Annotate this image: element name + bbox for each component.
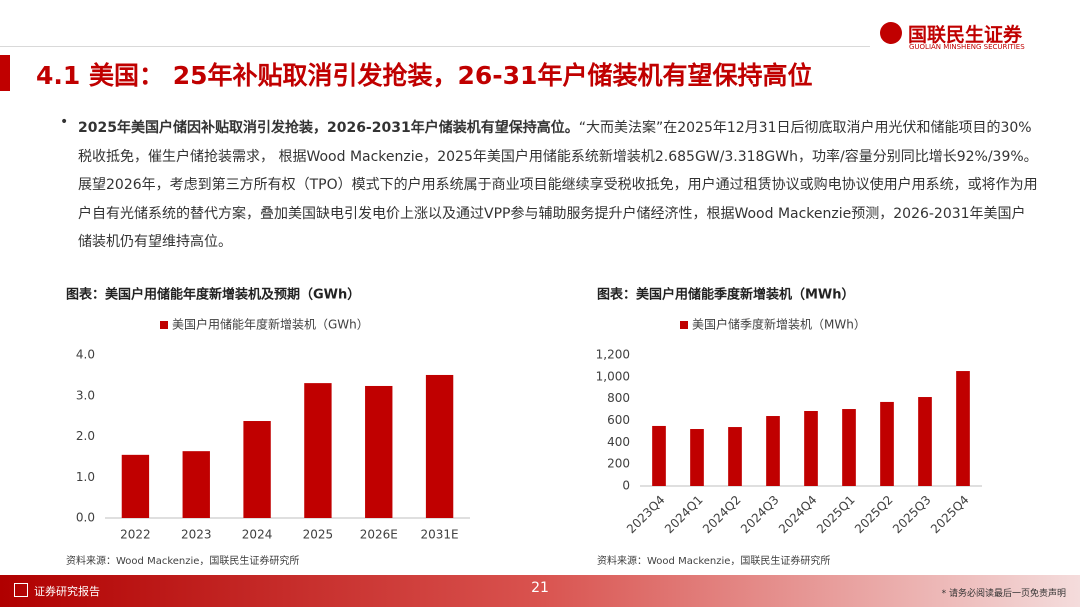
x-tick-label: 2022 [120,528,151,542]
y-tick-label: 0.0 [76,511,95,525]
bar [243,421,271,518]
x-tick-label: 2024Q3 [738,493,782,537]
bar [652,425,666,486]
bar [728,427,742,486]
bullet-bold: 2025年美国户储因补贴取消引发抢装，2026-2031年户储装机有望保持高位。 [78,120,579,136]
bullet-text: “大而美法案”在2025年12月31日后彻底取消户用光伏和储能项目的30%税收抵… [78,120,1038,250]
logo-icon [880,22,902,44]
x-tick-label: 2025Q3 [890,493,934,537]
x-tick-label: 2023Q4 [624,493,668,537]
source-note: 资料来源：Wood Mackenzie，国联民生证券研究所 [66,554,299,567]
x-tick-label: 2025 [303,528,334,542]
charts: 图表：美国户用储能年度新增装机及预期（GWh） 0.0 1.0 2.0 3.0 4.0 美国… [66,287,982,567]
header-rule [0,46,870,47]
source-note: 资料来源：Wood Mackenzie，国联民生证券研究所 [597,554,830,567]
bar [121,454,150,518]
x-tick-label: 2025Q2 [852,493,896,537]
x-tick-label: 2024Q4 [776,493,820,537]
y-tick-label: 400 [607,435,630,449]
page-number: 21 [531,580,549,596]
legend-label: 美国户用储能年度新增装机（GWh） [172,317,369,332]
bar [766,416,780,486]
y-tick-label: 200 [607,457,630,471]
logo-text: 国联民生证券 [908,24,1023,46]
y-tick-label: 800 [607,391,630,405]
bar [918,397,932,486]
logo-subtext: GUOLIAN MINSHENG SECURITIES [909,43,1025,51]
footer-bar [0,575,1080,607]
y-tick-label: 0 [622,479,630,493]
y-tick-label: 600 [607,413,630,427]
slide-title: 4.1 美国： 25年补贴取消引发抢装，26-31年户储装机有望保持高位 [36,61,813,90]
x-tick-label: 2026E [360,528,398,542]
bar [956,371,970,486]
x-tick-label: 2024Q2 [700,493,744,537]
x-tick-label: 2031E [421,528,459,542]
footer-label: 证券研究报告 [34,585,100,598]
title-marker [0,55,10,91]
disclaimer: * 请务必阅读最后一页免责声明 [941,589,1066,599]
bar [365,385,393,518]
bar [804,411,818,486]
y-tick-label: 1,000 [596,369,630,383]
legend-swatch [160,321,168,329]
x-tick-label: 2025Q1 [814,493,858,537]
y-tick-label: 1,200 [596,348,630,362]
chart-title: 图表：美国户用储能季度新增装机（MWh） [597,287,855,303]
bar [425,374,454,518]
chart-title: 图表：美国户用储能年度新增装机及预期（GWh） [66,287,360,303]
footer-icon [14,583,28,597]
bar [842,409,856,486]
x-tick-label: 2024Q1 [662,493,706,537]
bar [690,429,704,486]
legend-label: 美国户储季度新增装机（MWh） [692,317,866,332]
legend-swatch [680,321,688,329]
x-tick-label: 2025Q4 [928,493,972,537]
bar [304,383,332,518]
y-tick-label: 2.0 [76,429,95,443]
x-tick-label: 2023 [181,528,212,542]
bar [182,451,210,518]
x-tick-label: 2024 [242,528,273,542]
y-tick-label: 4.0 [76,348,95,362]
bar [880,401,894,486]
bullet-paragraph: 2025年美国户储因补贴取消引发抢装，2026-2031年户储装机有望保持高位。… [78,114,1038,257]
bullet-dot: • [60,114,69,130]
y-tick-label: 3.0 [76,388,95,402]
y-tick-label: 1.0 [76,470,95,484]
